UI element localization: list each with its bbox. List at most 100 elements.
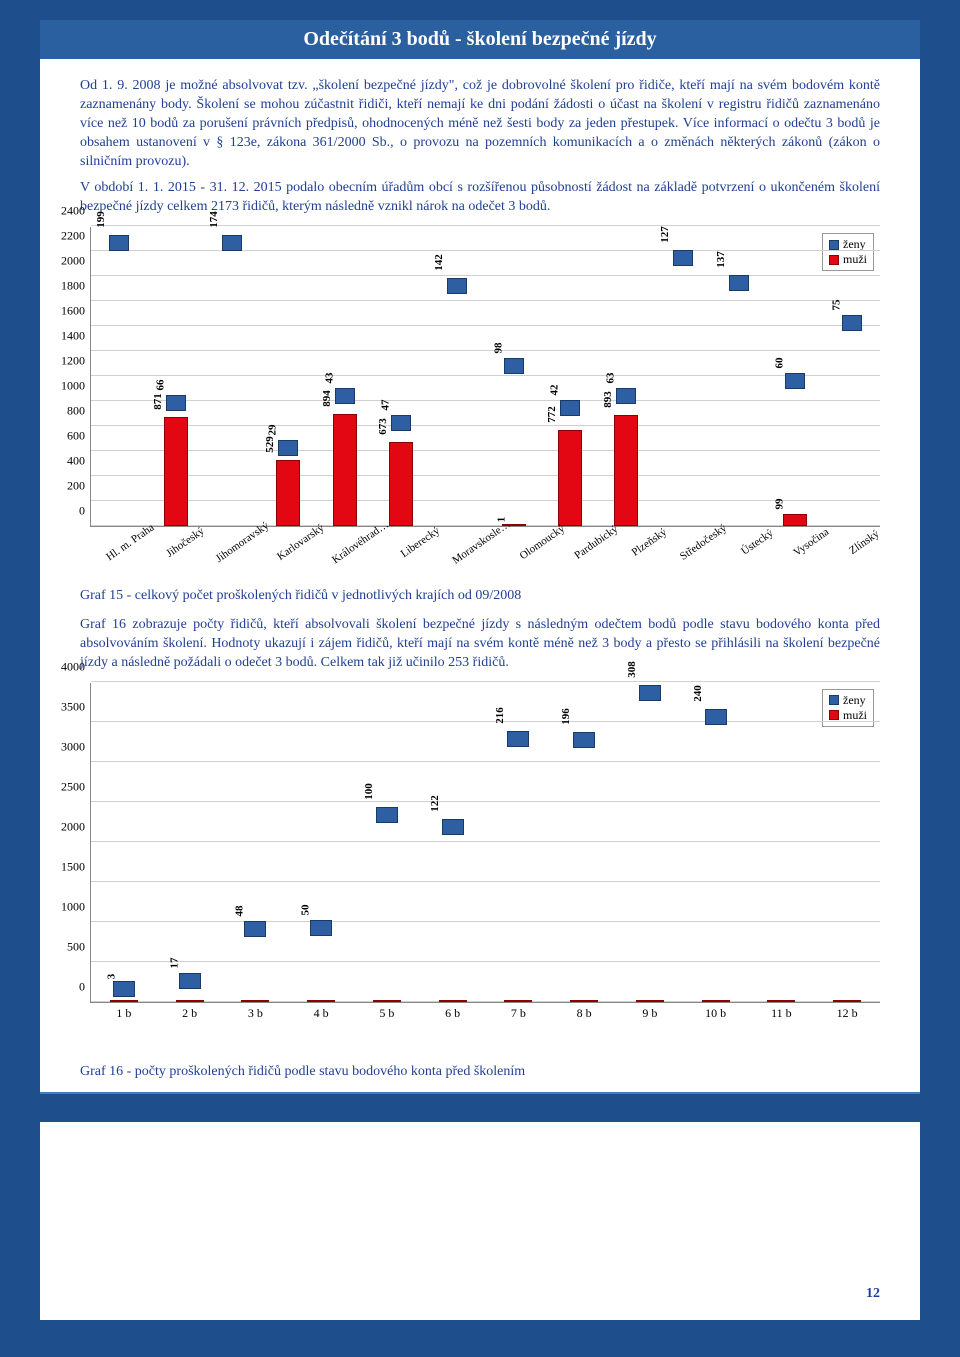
x-axis-label: 5 b bbox=[354, 1002, 420, 1021]
bar-value-label: 240 bbox=[691, 685, 703, 702]
bar-value-label: 99 bbox=[774, 498, 786, 509]
bar-value-label: 66 bbox=[154, 380, 166, 391]
bar-blue: 75 bbox=[842, 315, 862, 331]
bar-value-label: 196 bbox=[560, 708, 572, 725]
bar-value-label: 100 bbox=[363, 783, 375, 800]
bar-value-label: 98 bbox=[492, 342, 504, 353]
bar-blue: 48 bbox=[244, 921, 266, 937]
bars-container: 1998716617452929894436734714219877242893… bbox=[91, 227, 880, 526]
bar-value-label: 772 bbox=[546, 406, 558, 423]
bar-blue: 63 bbox=[616, 388, 636, 404]
bar-blue: 60 bbox=[785, 373, 805, 389]
bar-value-label: 60 bbox=[774, 357, 786, 368]
bar-red: 673 bbox=[389, 442, 413, 526]
bar-value-label: 216 bbox=[494, 708, 506, 725]
page-number: 12 bbox=[866, 1286, 880, 1302]
x-axis-label: 4 b bbox=[288, 1002, 354, 1021]
bar-blue: 142 bbox=[447, 278, 467, 294]
bar-blue: 199 bbox=[109, 235, 129, 251]
y-axis-label: 0 bbox=[79, 979, 91, 994]
bar-blue: 47 bbox=[391, 415, 411, 431]
bar-blue: 240 bbox=[705, 709, 727, 725]
bar-blue: 3 bbox=[113, 981, 135, 997]
y-axis-label: 400 bbox=[67, 454, 91, 469]
gridline bbox=[91, 681, 880, 682]
x-axis-label: 6 b bbox=[420, 1002, 486, 1021]
x-axis-labels: 1 b2 b3 b4 b5 b6 b7 b8 b9 b10 b11 b12 b bbox=[91, 1002, 880, 1021]
x-axis-label: 3 b bbox=[223, 1002, 289, 1021]
y-axis-label: 200 bbox=[67, 479, 91, 494]
bar-blue: 50 bbox=[310, 920, 332, 936]
bar-value-label: 893 bbox=[602, 391, 614, 408]
paragraph-2: V období 1. 1. 2015 - 31. 12. 2015 podal… bbox=[80, 179, 880, 217]
x-axis-labels: Hl. m. PrahaJihočeskýJihomoravskýKarlova… bbox=[91, 526, 880, 552]
footer-band bbox=[40, 1092, 920, 1122]
page-title: Odečítání 3 bodů - školení bezpečné jízd… bbox=[40, 20, 920, 59]
bar-value-label: 122 bbox=[428, 796, 440, 813]
bar-blue: 122 bbox=[442, 819, 464, 835]
y-axis-label: 500 bbox=[67, 939, 91, 954]
bar-value-label: 673 bbox=[377, 418, 389, 435]
x-axis-label: 8 b bbox=[551, 1002, 617, 1021]
bar-red: 772 bbox=[558, 430, 582, 527]
y-axis-label: 0 bbox=[79, 504, 91, 519]
bar-value-label: 75 bbox=[830, 300, 842, 311]
bar-value-label: 29 bbox=[267, 425, 279, 436]
y-axis-label: 2500 bbox=[61, 779, 91, 794]
bar-value-label: 871 bbox=[151, 394, 163, 411]
bar-value-label: 127 bbox=[659, 226, 671, 243]
bars-container: 3 17 48 50 100 122 216 196 308 240 bbox=[91, 683, 880, 1002]
x-axis-label: 11 b bbox=[749, 1002, 815, 1021]
bar-group: 89443 bbox=[316, 414, 372, 526]
chart-15-caption: Graf 15 - celkový počet proškolených řid… bbox=[80, 587, 880, 606]
y-axis-label: 3500 bbox=[61, 699, 91, 714]
y-axis-label: 1800 bbox=[61, 279, 91, 294]
bar-blue: 98 bbox=[504, 358, 524, 374]
bar-value-label: 199 bbox=[95, 211, 107, 228]
bar-blue: 42 bbox=[560, 400, 580, 416]
bar-red: 894 bbox=[333, 414, 357, 526]
y-axis-label: 1000 bbox=[61, 899, 91, 914]
bar-value-label: 529 bbox=[264, 436, 276, 453]
y-axis-label: 1600 bbox=[61, 304, 91, 319]
bar-blue: 308 bbox=[639, 685, 661, 701]
bar-red: 871 bbox=[164, 417, 188, 526]
y-axis-label: 2000 bbox=[61, 819, 91, 834]
bar-value-label: 47 bbox=[379, 400, 391, 411]
y-axis-label: 1000 bbox=[61, 379, 91, 394]
paragraph-3: Graf 16 zobrazuje počty řidičů, kteří ab… bbox=[80, 616, 880, 673]
x-axis-label: 9 b bbox=[617, 1002, 683, 1021]
bar-value-label: 137 bbox=[715, 251, 727, 268]
y-axis-label: 2000 bbox=[61, 254, 91, 269]
bar-value-label: 48 bbox=[234, 906, 246, 917]
bar-blue: 17 bbox=[179, 973, 201, 989]
bar-blue: 216 bbox=[507, 731, 529, 747]
x-axis-label: 1 b bbox=[91, 1002, 157, 1021]
y-axis-label: 2200 bbox=[61, 229, 91, 244]
bar-blue: 100 bbox=[376, 807, 398, 823]
chart-16-caption: Graf 16 - počty proškolených řidičů podl… bbox=[80, 1063, 880, 1082]
bar-value-label: 174 bbox=[208, 211, 220, 228]
bar-blue: 196 bbox=[573, 732, 595, 748]
y-axis-label: 4000 bbox=[61, 659, 91, 674]
y-axis-label: 1500 bbox=[61, 859, 91, 874]
paragraph-1: Od 1. 9. 2008 je možné absolvovat tzv. „… bbox=[80, 77, 880, 171]
chart-16: ženy muži 050010001500200025003000350040… bbox=[90, 683, 880, 1003]
y-axis-label: 1200 bbox=[61, 354, 91, 369]
bar-red: 529 bbox=[276, 460, 300, 526]
bar-red: 893 bbox=[614, 415, 638, 527]
y-axis-label: 2400 bbox=[61, 204, 91, 219]
y-axis-label: 3000 bbox=[61, 739, 91, 754]
bar-blue: 127 bbox=[673, 250, 693, 266]
bar-value-label: 63 bbox=[605, 372, 617, 383]
bar-value-label: 3 bbox=[105, 974, 117, 980]
x-axis-label: 10 b bbox=[683, 1002, 749, 1021]
chart-15: ženy muži 020040060080010001200140016001… bbox=[90, 227, 880, 527]
bar-blue: 174 bbox=[222, 235, 242, 251]
page: Odečítání 3 bodů - školení bezpečné jízd… bbox=[40, 20, 920, 1320]
bar-blue: 29 bbox=[278, 440, 298, 456]
bar-value-label: 17 bbox=[168, 958, 180, 969]
bar-value-label: 50 bbox=[300, 905, 312, 916]
bar-value-label: 308 bbox=[626, 661, 638, 678]
bar-blue: 66 bbox=[166, 395, 186, 411]
